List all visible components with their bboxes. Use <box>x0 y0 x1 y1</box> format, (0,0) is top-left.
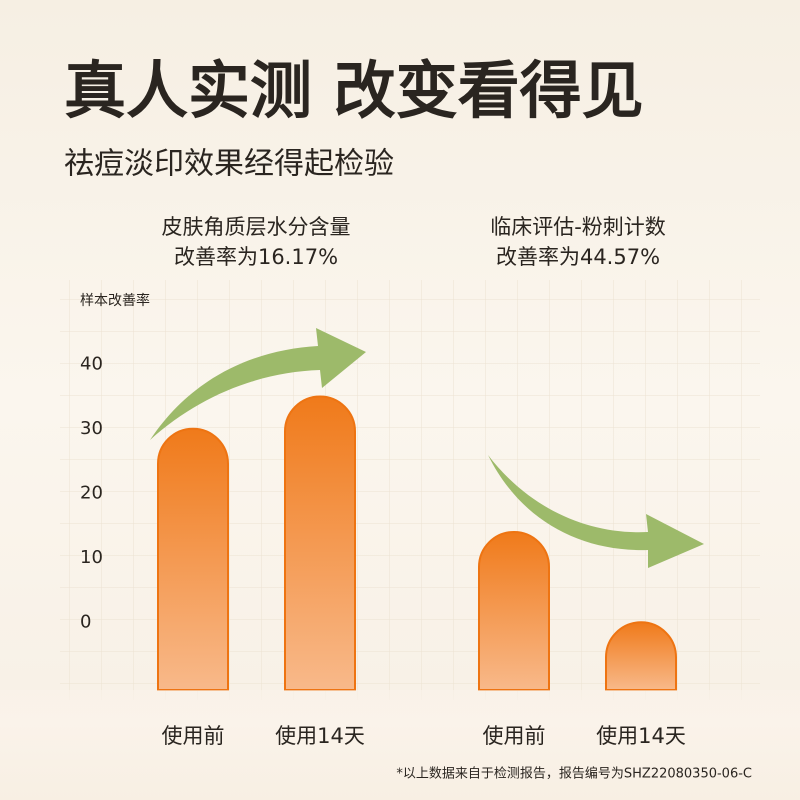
subtitle: 祛痘淡印效果经得起检验 <box>64 147 394 182</box>
bottom-fade <box>0 690 800 800</box>
x-tick-label: 使用前 <box>483 724 546 748</box>
footnote: *以上数据来自于检测报告，报告编号为SHZ22080350-06-C <box>396 767 752 782</box>
x-tick-label: 使用前 <box>162 724 225 748</box>
group-note: 改善率为44.57% <box>496 245 660 269</box>
y-tick-label: 40 <box>80 353 103 374</box>
title: 真人实测 改变看得见 <box>64 54 644 127</box>
group-title: 临床评估-粉刺计数 <box>490 215 666 239</box>
x-tick-label: 使用14天 <box>596 724 686 748</box>
group-note: 改善率为16.17% <box>174 245 338 269</box>
up-arrow <box>150 328 366 440</box>
y-axis-label: 样本改善率 <box>80 292 150 309</box>
group-title: 皮肤角质层水分含量 <box>162 215 351 239</box>
y-tick-label: 20 <box>80 482 103 503</box>
bar <box>157 427 229 691</box>
down-arrow <box>488 455 704 568</box>
y-tick-label: 10 <box>80 547 103 568</box>
y-tick-label: 0 <box>80 611 91 632</box>
x-tick-label: 使用14天 <box>275 724 365 748</box>
bar <box>284 395 356 691</box>
bar <box>605 621 677 691</box>
y-tick-label: 30 <box>80 418 103 439</box>
bar <box>478 531 550 691</box>
